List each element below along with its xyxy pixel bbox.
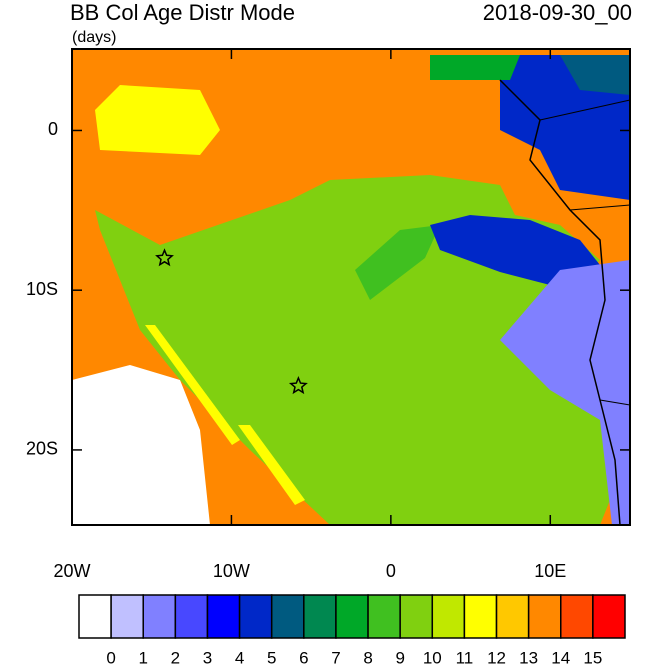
colorbar-box (110, 594, 144, 639)
colorbar-box (238, 594, 273, 639)
border (599, 399, 631, 406)
colorbar-label: 6 (299, 648, 308, 667)
station-marker (288, 376, 308, 395)
colorbar-box (431, 594, 466, 639)
date: 2018-09-30_00 (483, 0, 632, 25)
colorbar-label: 0 (106, 648, 115, 667)
colorbar-label: 15 (583, 648, 602, 667)
colorbar-label: 13 (519, 648, 538, 667)
colorbar-box (206, 594, 241, 639)
colorbar-box (303, 594, 337, 639)
field-mid-green (355, 225, 440, 300)
subtitle: (days) (72, 29, 116, 46)
colorbar-label: 5 (267, 648, 276, 667)
colorbar-label: 4 (235, 648, 244, 667)
x-tick-label: 10W (213, 561, 250, 581)
colorbar-label: 7 (331, 648, 340, 667)
border (539, 99, 631, 121)
field-yellow (95, 85, 220, 155)
field-yellow-stripe (238, 425, 305, 505)
field-lavender (500, 260, 630, 525)
colorbar-box (142, 594, 177, 639)
colorbar-box (399, 594, 434, 639)
field-green-top (430, 55, 520, 80)
colorbar-label: 3 (203, 648, 212, 667)
y-tick-label: 10S (26, 279, 58, 299)
border (569, 204, 631, 211)
coastline (499, 79, 621, 526)
colorbar-box (527, 594, 562, 639)
colorbar-label: 2 (171, 648, 180, 667)
colorbar-label: 11 (456, 648, 474, 667)
colorbar-label: 8 (363, 648, 372, 667)
x-tick-label: 10E (534, 561, 566, 581)
colorbar-label: 1 (139, 648, 148, 667)
station-marker (155, 248, 174, 267)
map-frame (71, 48, 631, 526)
x-tick-label: 0 (386, 561, 396, 581)
colorbar-box (495, 594, 530, 639)
field-yellow-stripe (145, 325, 240, 445)
colorbar-label: 9 (395, 648, 404, 667)
colorbar-label: 10 (423, 648, 442, 667)
colorbar-label: 12 (487, 648, 506, 667)
x-tick-label: 20W (53, 561, 90, 581)
colorbar-box (560, 594, 594, 639)
colorbar-box (367, 594, 401, 639)
colorbar-box (78, 594, 112, 639)
colorbar-box (592, 594, 626, 639)
y-tick-label: 0 (48, 119, 58, 139)
colorbar-box (270, 594, 305, 639)
colorbar-box (174, 594, 209, 639)
title: BB Col Age Distr Mode (70, 0, 295, 25)
y-tick-label: 20S (26, 439, 58, 459)
map-field (71, 48, 631, 526)
colorbar-box (335, 594, 369, 639)
field-white (72, 365, 210, 525)
field-teal (560, 55, 630, 95)
field-blue (430, 215, 600, 285)
colorbar-box (463, 594, 498, 639)
colorbar-label: 14 (551, 648, 570, 667)
